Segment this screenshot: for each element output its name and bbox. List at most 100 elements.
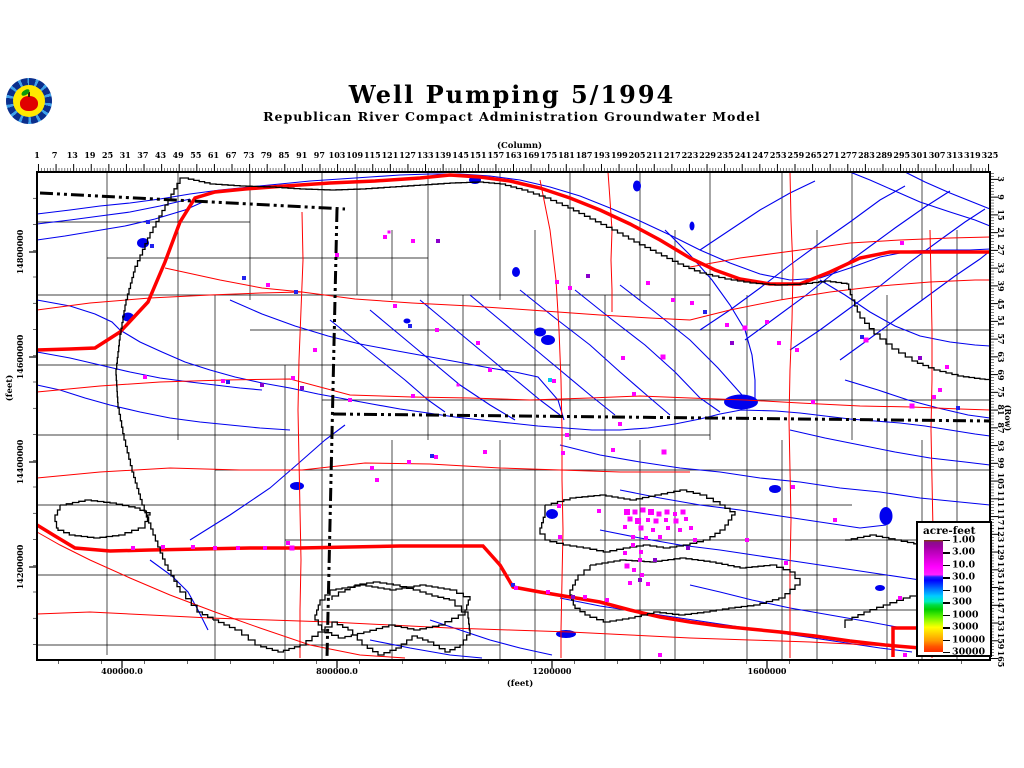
legend-value: 30.0 xyxy=(952,571,976,583)
well-cell xyxy=(557,504,561,508)
well-cell xyxy=(611,448,615,452)
well-cell xyxy=(161,545,165,549)
well-cell xyxy=(646,518,650,522)
well-cell xyxy=(586,274,590,278)
well-cell xyxy=(348,398,352,402)
column-tick-label: 247 xyxy=(752,150,769,160)
well-cell xyxy=(623,525,627,529)
well-cell xyxy=(918,356,922,360)
well-cell xyxy=(631,535,635,539)
well-cell xyxy=(548,378,552,382)
well-cell xyxy=(488,368,492,372)
well-cell xyxy=(597,509,601,513)
legend-value: 10000 xyxy=(952,634,986,646)
legend-tick xyxy=(943,589,950,592)
legend-tick xyxy=(943,564,950,567)
column-tick-label: 235 xyxy=(716,150,734,160)
well-cell xyxy=(638,558,642,562)
well-cell xyxy=(286,541,290,545)
well-cell xyxy=(903,653,907,657)
legend-tick xyxy=(943,639,950,641)
well-cell xyxy=(639,550,643,554)
column-tick-label: 253 xyxy=(769,150,787,160)
well-cell xyxy=(648,509,654,515)
legend-value: 1000 xyxy=(952,609,979,621)
column-tick-label: 163 xyxy=(505,150,522,160)
column-tick-label: 217 xyxy=(663,150,681,160)
well-cell xyxy=(476,341,480,345)
map-frame-and-ticks xyxy=(29,164,998,668)
well-cell xyxy=(236,546,240,550)
column-tick-label: 271 xyxy=(822,150,840,160)
agency-seal-logo xyxy=(6,78,52,124)
well-cell xyxy=(661,449,667,455)
column-tick-label: 229 xyxy=(699,150,716,160)
well-cell xyxy=(628,581,632,585)
bottom-feet-unit-label: (feet) xyxy=(506,679,534,689)
column-tick-label: 151 xyxy=(469,150,487,160)
well-cell xyxy=(795,348,799,352)
well-cell xyxy=(435,328,439,332)
well-cell xyxy=(555,280,559,284)
column-tick-label: 37 xyxy=(137,150,149,160)
legend-tick xyxy=(943,577,950,579)
legend-value: 3.00 xyxy=(952,546,976,558)
apple-stem xyxy=(28,91,30,97)
well-cell xyxy=(656,511,662,517)
state-border-layer xyxy=(39,191,991,659)
legend-tick xyxy=(943,652,950,654)
column-tick-label: 199 xyxy=(611,150,628,160)
well-cell xyxy=(673,512,677,516)
well-cell xyxy=(666,526,670,530)
well-cell xyxy=(745,538,749,542)
well-cell xyxy=(565,433,569,437)
well-cell xyxy=(684,517,688,521)
well-cell xyxy=(680,509,686,515)
legend-tick xyxy=(943,627,950,629)
well-cell xyxy=(664,518,668,522)
well-cell xyxy=(552,379,556,383)
column-tick-label: 187 xyxy=(575,150,593,160)
well-cell xyxy=(313,348,317,352)
column-tick-label: 319 xyxy=(963,150,981,160)
legend-value: 10.0 xyxy=(952,559,976,571)
x-tick-label: 1600000 xyxy=(747,666,787,676)
column-tick-label: 295 xyxy=(893,150,911,160)
legend-value: 300 xyxy=(952,596,972,608)
column-tick-label: 7 xyxy=(51,150,58,160)
well-cell xyxy=(191,545,195,549)
column-tick-label: 169 xyxy=(522,150,540,160)
well-cell xyxy=(725,323,729,327)
well-cell xyxy=(671,298,675,302)
well-cell xyxy=(938,388,942,392)
well-cell xyxy=(568,286,572,290)
well-cell xyxy=(571,595,575,599)
well-cell xyxy=(791,485,795,489)
well-cell xyxy=(289,545,295,551)
legend-value: 30000 xyxy=(952,646,986,658)
well-cell xyxy=(511,583,515,587)
column-tick-label: 259 xyxy=(787,150,805,160)
well-cell xyxy=(300,386,304,390)
well-cell xyxy=(221,379,225,383)
well-cell xyxy=(226,380,230,384)
column-tick-label: 73 xyxy=(243,150,255,160)
column-tick-label: 121 xyxy=(381,150,399,160)
column-tick-label: 79 xyxy=(260,150,272,160)
column-tick-label: 49 xyxy=(172,150,184,160)
column-tick-label: 43 xyxy=(154,150,167,160)
well-cell xyxy=(370,466,374,470)
column-tick-label: 241 xyxy=(734,150,752,160)
legend-tick xyxy=(943,602,950,604)
column-tick-label: 127 xyxy=(399,150,416,160)
well-cell xyxy=(632,568,636,572)
column-tick-label: 277 xyxy=(840,150,858,160)
well-cell xyxy=(784,561,788,565)
column-tick-label: 31 xyxy=(119,150,131,160)
model-boundary-layer xyxy=(54,177,991,656)
well-cell xyxy=(623,551,627,555)
well-cell xyxy=(660,354,666,360)
well-cell xyxy=(294,290,298,294)
well-cell xyxy=(291,376,295,380)
